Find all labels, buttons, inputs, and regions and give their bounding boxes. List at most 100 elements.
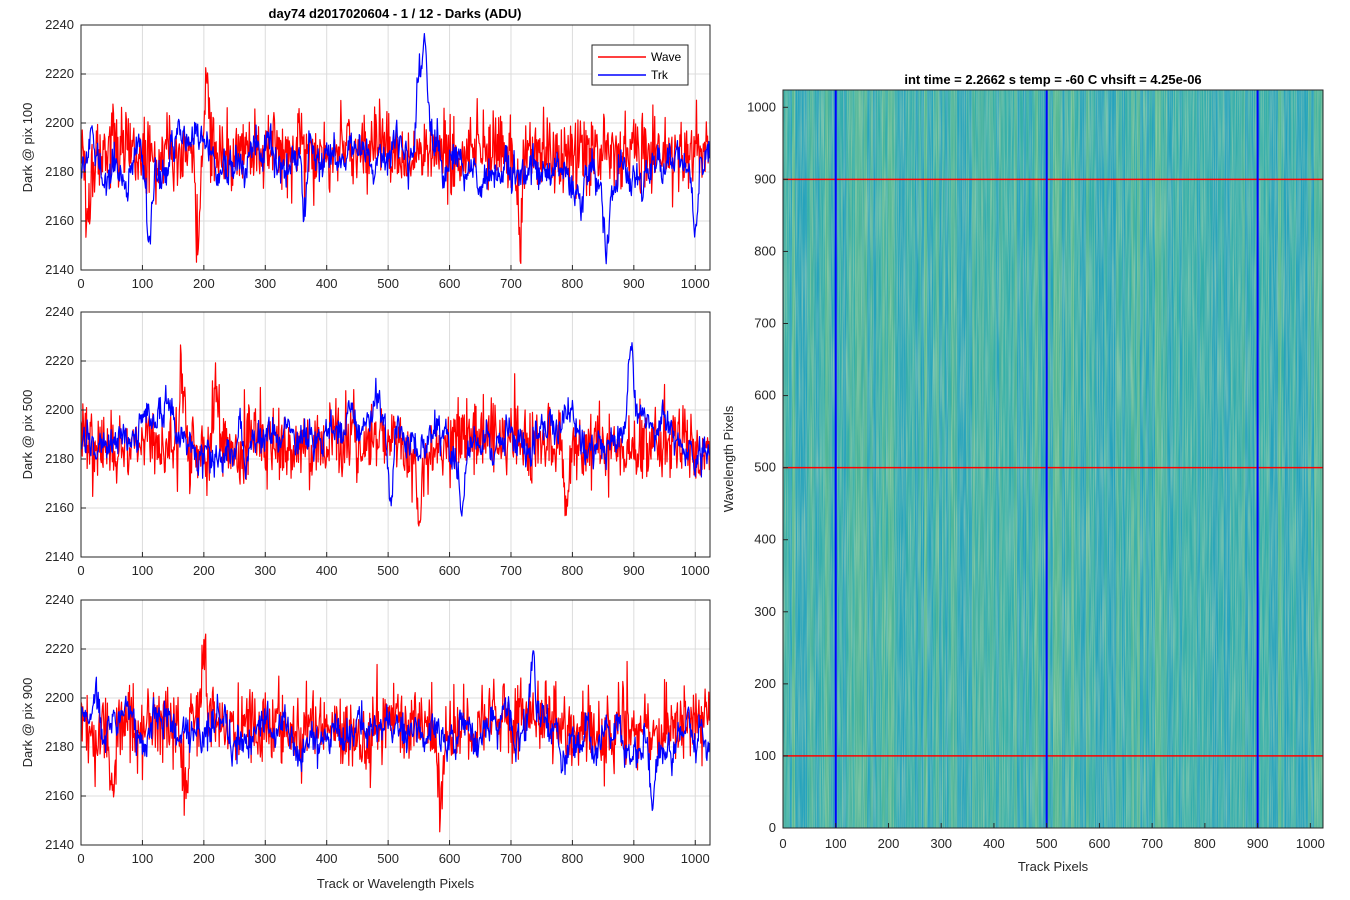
x-tick-label: 800: [562, 276, 584, 291]
x-tick-label: 300: [254, 276, 276, 291]
line-chart-pix-500: 0 100 200 300 400 500 600 700 800 900 1000 2140 2160…: [20, 304, 711, 578]
y-tick-label: 0: [769, 820, 776, 835]
x-tick-label: 600: [439, 851, 461, 866]
x-tick-label: 0: [779, 836, 786, 851]
y-axis-label: Wavelength Pixels: [721, 405, 736, 512]
x-tick-label: 600: [439, 563, 461, 578]
axes-frame: [80, 24, 711, 271]
legend-trk-label: Trk: [651, 68, 669, 82]
x-axis-label: Track or Wavelength Pixels: [317, 876, 475, 891]
x-tick-label: 0: [77, 276, 84, 291]
heatmap-title: int time = 2.2662 s temp = -60 C vhsift …: [904, 72, 1201, 87]
x-tick-label: 200: [193, 563, 215, 578]
x-tick-label: 900: [1247, 836, 1269, 851]
y-tick-label: 2220: [45, 353, 74, 368]
y-tick-label: 2200: [45, 115, 74, 130]
heatmap-chart: 0 100 200 300 400 500 600 700 800 900 1000 0 100 200 3…: [721, 72, 1325, 874]
x-tick-label: 200: [193, 276, 215, 291]
series-group: [81, 633, 710, 833]
x-tick-label: 0: [77, 851, 84, 866]
x-tick-label: 1000: [1296, 836, 1325, 851]
x-tick-label: 600: [1089, 836, 1111, 851]
series-line-trk: [81, 342, 710, 517]
line-chart-pix-900: 0 100 200 300 400 500 600 700 800 900 1000 2140 2160…: [20, 592, 711, 891]
y-tick-label: 300: [754, 604, 776, 619]
y-tick-label: 1000: [747, 99, 776, 114]
x-tick-label: 400: [316, 276, 338, 291]
y-tick-label: 2180: [45, 451, 74, 466]
x-tick-label: 800: [562, 851, 584, 866]
x-tick-label: 200: [878, 836, 900, 851]
x-tick-label: 900: [623, 276, 645, 291]
y-tick-label: 500: [754, 460, 776, 475]
x-tick-label: 700: [500, 851, 522, 866]
x-tick-label: 700: [1141, 836, 1163, 851]
x-tick-label: 200: [193, 851, 215, 866]
y-tick-label: 2140: [45, 262, 74, 277]
y-tick-label: 600: [754, 388, 776, 403]
y-tick-label: 200: [754, 676, 776, 691]
x-tick-label: 700: [500, 276, 522, 291]
x-tick-label: 800: [1194, 836, 1216, 851]
y-tick-label: 2180: [45, 739, 74, 754]
x-tick-label: 500: [377, 851, 399, 866]
y-tick-label: 2240: [45, 304, 74, 319]
x-tick-label: 400: [316, 563, 338, 578]
x-tick-label: 300: [930, 836, 952, 851]
x-tick-label: 500: [377, 276, 399, 291]
x-tick-label: 100: [825, 836, 847, 851]
series-line-trk: [81, 32, 710, 265]
y-tick-label: 2240: [45, 592, 74, 607]
y-tick-label: 700: [754, 316, 776, 331]
x-tick-label: 100: [132, 563, 154, 578]
y-axis-label: Dark @ pix 100: [20, 103, 35, 193]
x-axis-label: Track Pixels: [1018, 859, 1089, 874]
y-tick-label: 100: [754, 748, 776, 763]
y-tick-label: 2160: [45, 213, 74, 228]
legend-wave-label: Wave: [651, 50, 682, 64]
x-tick-label: 900: [623, 851, 645, 866]
x-tick-label: 800: [562, 563, 584, 578]
x-tick-label: 300: [254, 851, 276, 866]
y-tick-label: 2200: [45, 690, 74, 705]
legend: Wave Trk: [591, 44, 689, 86]
axes-frame: [80, 311, 711, 558]
x-tick-label: 300: [254, 563, 276, 578]
y-tick-label: 2240: [45, 17, 74, 32]
y-tick-label: 2160: [45, 788, 74, 803]
axes-frame: [80, 599, 711, 846]
x-tick-label: 500: [1036, 836, 1058, 851]
series-line-trk: [81, 650, 710, 812]
series-line-wave: [81, 633, 710, 833]
x-tick-label: 500: [377, 563, 399, 578]
x-tick-label: 0: [77, 563, 84, 578]
y-tick-label: 900: [754, 171, 776, 186]
x-tick-label: 100: [132, 851, 154, 866]
y-axis-label: Dark @ pix 500: [20, 390, 35, 480]
x-tick-label: 1000: [681, 276, 710, 291]
axes-frame: [782, 89, 1324, 829]
y-tick-label: 2180: [45, 164, 74, 179]
x-tick-label: 700: [500, 563, 522, 578]
y-tick-label: 2160: [45, 500, 74, 515]
figure-title: day74 d2017020604 - 1 / 12 - Darks (ADU): [269, 6, 522, 21]
heatmap-noise: [783, 90, 1323, 828]
y-axis-label: Dark @ pix 900: [20, 678, 35, 768]
y-tick-label: 2140: [45, 549, 74, 564]
x-tick-label: 900: [623, 563, 645, 578]
y-tick-label: 2220: [45, 641, 74, 656]
y-tick-label: 2200: [45, 402, 74, 417]
y-tick-label: 400: [754, 532, 776, 547]
series-group: [81, 32, 710, 265]
series-group: [81, 342, 710, 527]
y-tick-label: 2140: [45, 837, 74, 852]
x-tick-label: 100: [132, 276, 154, 291]
x-tick-label: 1000: [681, 563, 710, 578]
x-tick-label: 400: [316, 851, 338, 866]
y-tick-label: 2220: [45, 66, 74, 81]
x-tick-label: 1000: [681, 851, 710, 866]
x-tick-label: 400: [983, 836, 1005, 851]
x-tick-label: 600: [439, 276, 461, 291]
y-tick-label: 800: [754, 243, 776, 258]
